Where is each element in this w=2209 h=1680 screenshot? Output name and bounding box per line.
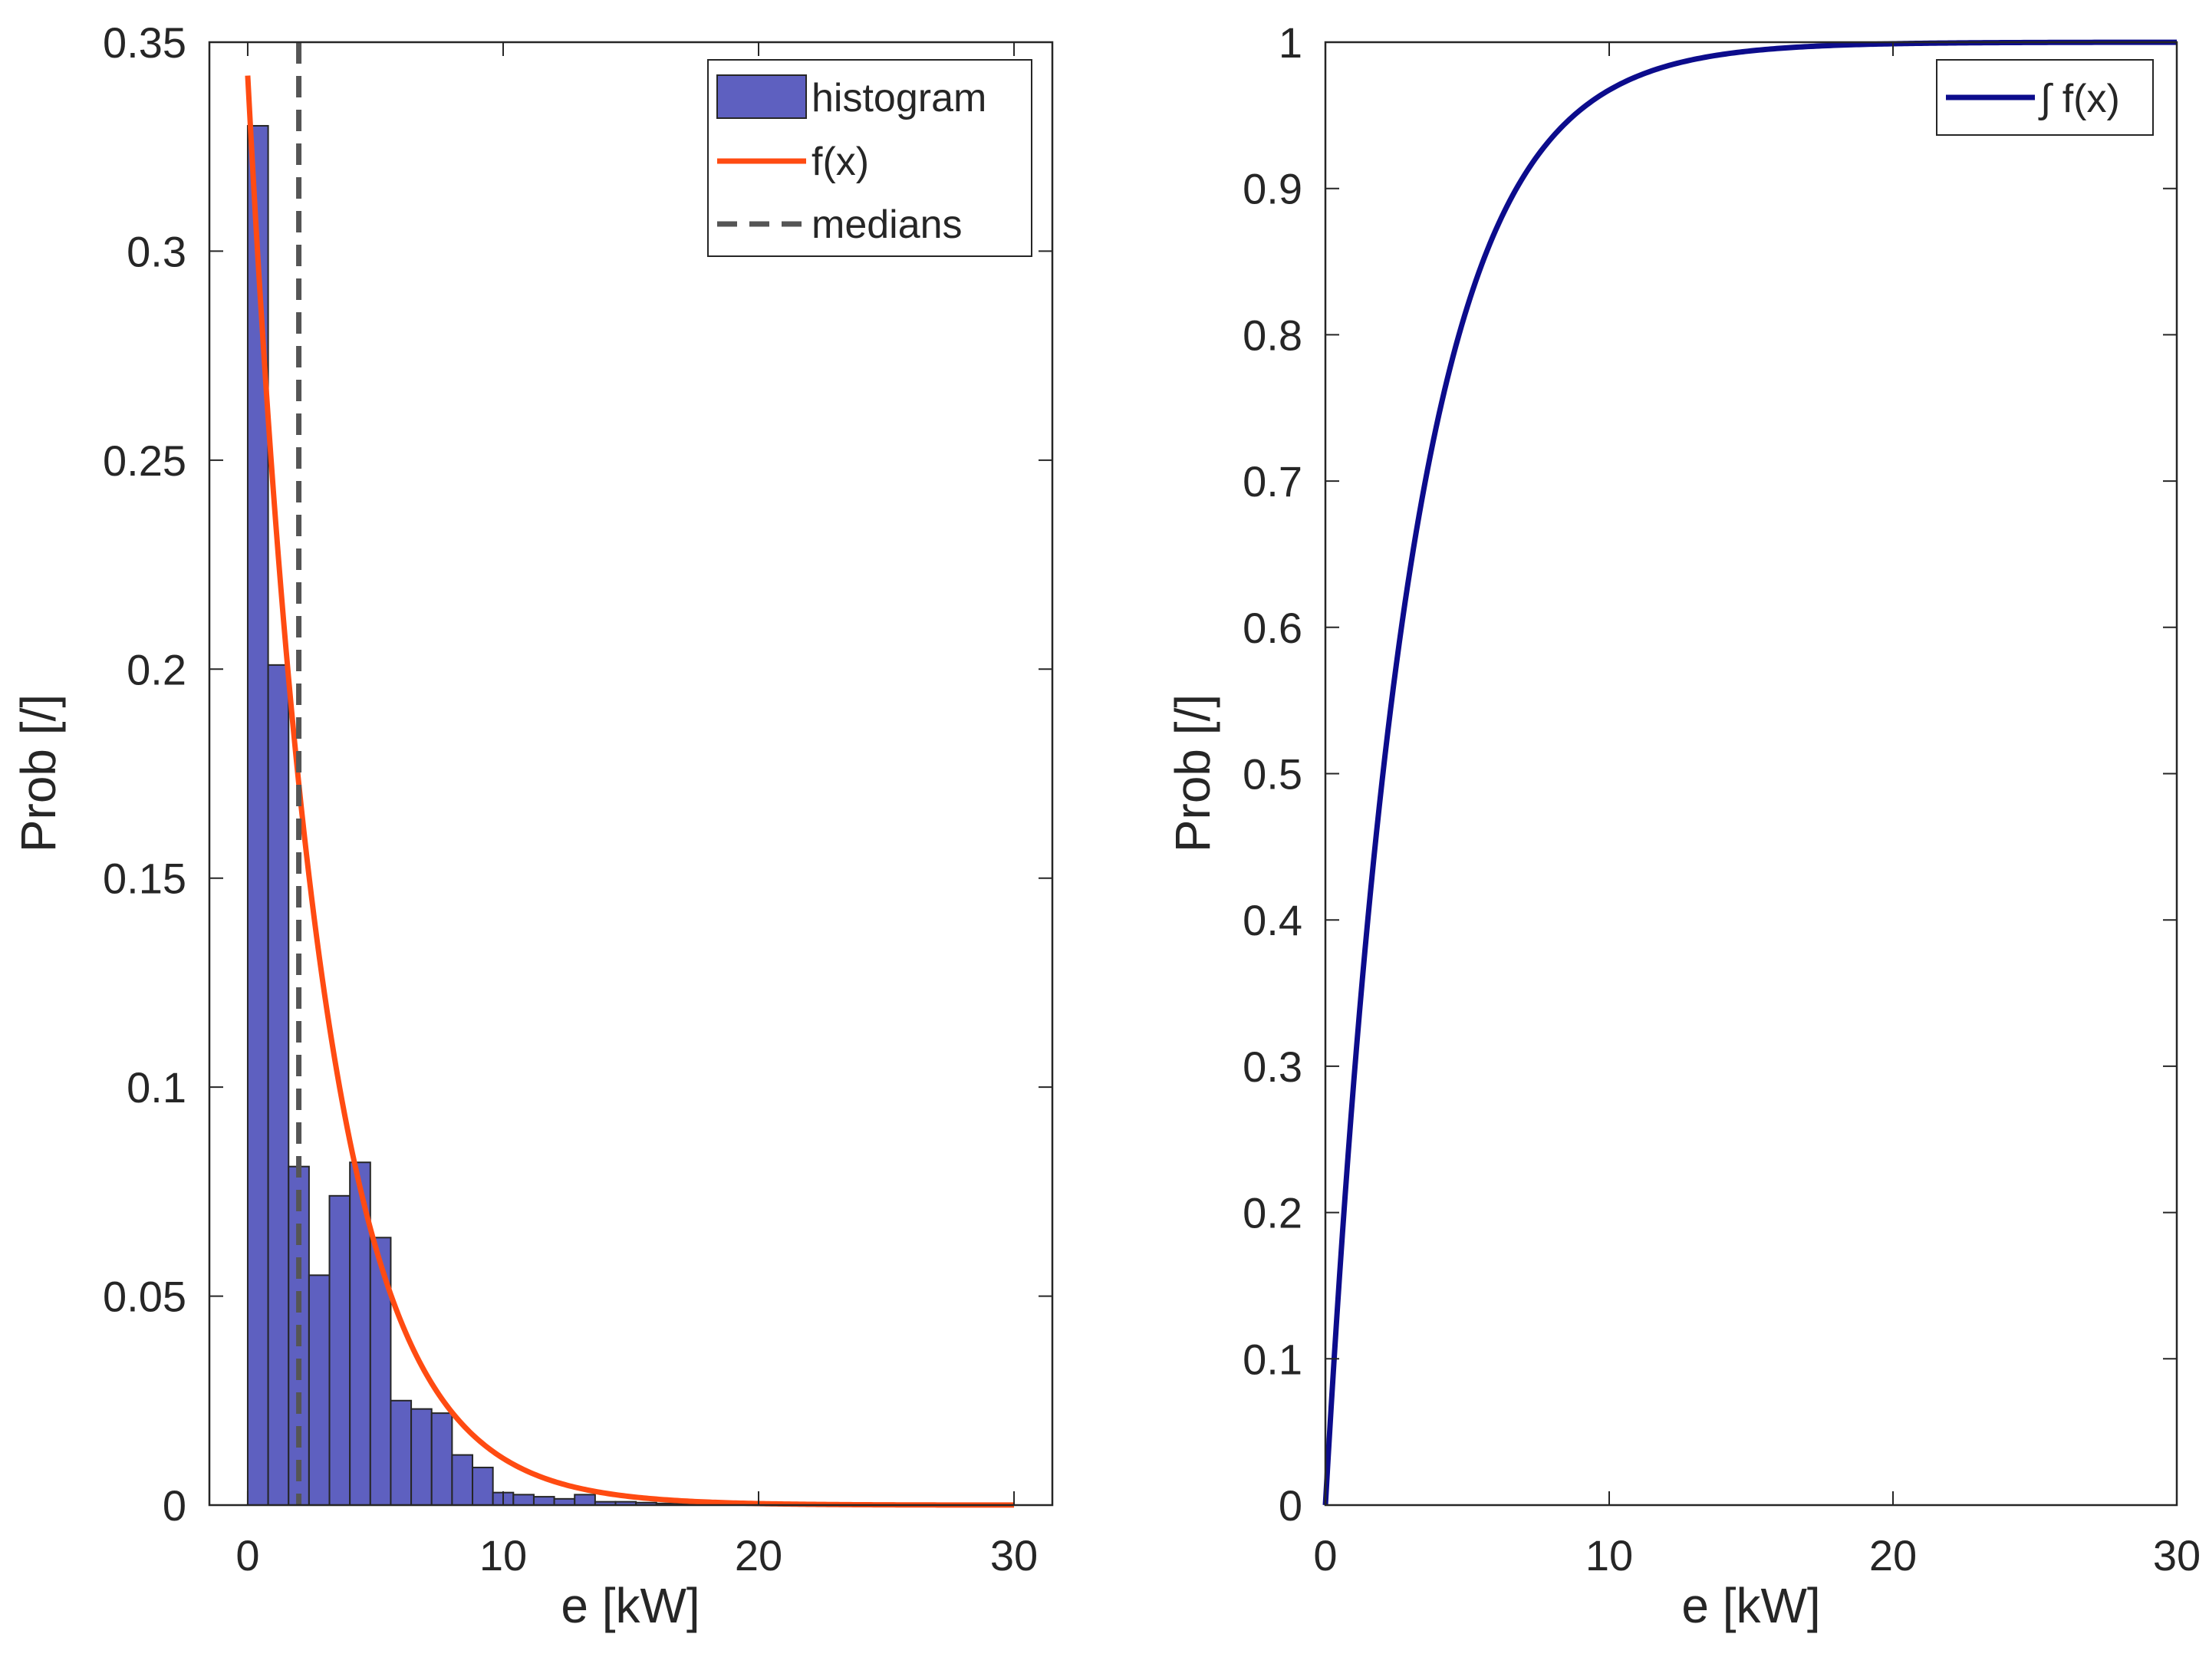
y-tick-label: 0.5 xyxy=(1243,750,1302,799)
legend-histogram-label: histogram xyxy=(812,76,986,120)
y-tick-label: 0.3 xyxy=(1243,1043,1302,1091)
y-tick-label: 0.1 xyxy=(1243,1335,1302,1383)
histogram-panel: 0 10 20 30 0 0.05 0.1 0.15 0.2 0.25 0.3 0.35 e [kW]… xyxy=(11,18,1054,1633)
histogram-bar xyxy=(451,1454,474,1506)
histogram-axes-box xyxy=(208,41,1054,1507)
y-tick-label: 0 xyxy=(1279,1481,1302,1530)
histogram-x-axis-label: e [kW] xyxy=(561,1578,700,1633)
cdf-plot-area xyxy=(1325,42,2177,1505)
x-tick-label: 0 xyxy=(1313,1531,1337,1580)
histogram-bar xyxy=(390,1399,413,1507)
histogram-ticks: 0 10 20 30 0 0.05 0.1 0.15 0.2 0.25 0.3 0.35 xyxy=(103,18,1052,1580)
x-tick-label: 20 xyxy=(735,1531,782,1580)
x-tick-label: 10 xyxy=(479,1531,527,1580)
histogram-legend: histogram f(x) medians xyxy=(707,59,1032,257)
y-tick-label: 0.4 xyxy=(1243,896,1302,944)
y-tick-label: 0.05 xyxy=(103,1273,186,1321)
histogram-bars xyxy=(246,124,760,1507)
y-tick-label: 1 xyxy=(1279,18,1302,67)
y-tick-label: 0.2 xyxy=(1243,1189,1302,1237)
histogram-bar xyxy=(532,1496,555,1506)
histogram-bar xyxy=(512,1494,535,1507)
x-tick-label: 20 xyxy=(1869,1531,1917,1580)
y-tick-label: 0.15 xyxy=(103,855,186,903)
legend-median-label: medians xyxy=(812,203,963,247)
y-tick-label: 0.8 xyxy=(1243,311,1302,359)
legend-pdf-label: f(x) xyxy=(812,140,869,184)
histogram-bar xyxy=(472,1466,494,1506)
x-tick-label: 30 xyxy=(2153,1531,2201,1580)
cdf-legend: ∫ f(x) xyxy=(1936,59,2154,136)
y-tick-label: 0.6 xyxy=(1243,604,1302,652)
histogram-y-axis-label: Prob [/] xyxy=(11,694,66,852)
x-tick-label: 10 xyxy=(1585,1531,1633,1580)
legend-cdf-label: ∫ f(x) xyxy=(2038,77,2120,121)
y-tick-label: 0.3 xyxy=(127,227,186,275)
cdf-y-axis-label: Prob [/] xyxy=(1165,694,1220,852)
histogram-bar xyxy=(430,1412,453,1507)
cdf-panel: 0 10 20 30 0 0.1 0.2 0.3 0.4 0.5 0.6 0.7 0.8 0.9 1 e [… xyxy=(1165,18,2201,1633)
y-tick-label: 0.35 xyxy=(103,18,186,67)
y-tick-label: 0.9 xyxy=(1243,165,1302,213)
y-tick-label: 0.7 xyxy=(1243,457,1302,506)
y-tick-label: 0.2 xyxy=(127,645,186,693)
histogram-bar xyxy=(328,1194,351,1507)
cdf-x-axis-label: e [kW] xyxy=(1681,1578,1820,1633)
legend-histogram-swatch xyxy=(716,74,807,119)
histogram-bar xyxy=(308,1274,331,1506)
y-tick-label: 0 xyxy=(163,1481,186,1530)
cdf-ticks: 0 10 20 30 0 0.1 0.2 0.3 0.4 0.5 0.6 0.7 0.8 0.9 1 xyxy=(1243,18,2201,1580)
histogram-bar xyxy=(267,664,290,1507)
x-tick-label: 30 xyxy=(990,1531,1038,1580)
y-tick-label: 0.25 xyxy=(103,436,186,485)
histogram-bar xyxy=(574,1494,596,1507)
x-tick-label: 0 xyxy=(235,1531,259,1580)
y-tick-label: 0.1 xyxy=(127,1063,186,1112)
histogram-bar xyxy=(410,1408,433,1507)
